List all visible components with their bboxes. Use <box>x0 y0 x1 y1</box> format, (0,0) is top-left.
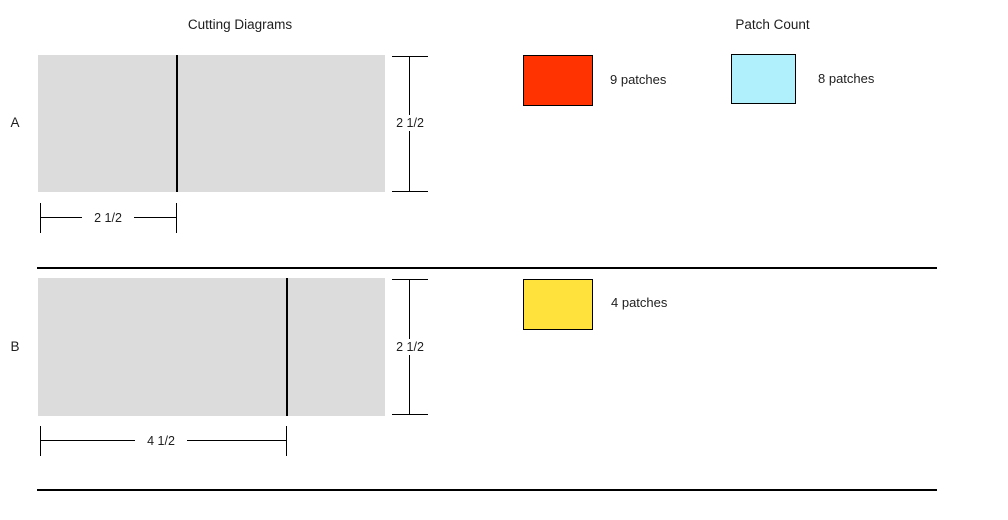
cutting-diagrams-title: Cutting Diagrams <box>187 17 293 32</box>
height-dimension-label-a: 2 1/2 <box>385 115 435 131</box>
height-dimension-label-b: 2 1/2 <box>385 339 435 355</box>
height-dimension-tick-top-b <box>392 279 428 280</box>
cut-line-a <box>176 55 178 192</box>
width-dimension-tick-right-b <box>286 426 287 456</box>
section-divider-top <box>37 267 937 269</box>
height-dimension-tick-bottom-a <box>392 191 428 192</box>
width-dimension-tick-right-a <box>176 203 177 233</box>
height-dimension-tick-top-a <box>392 56 428 57</box>
width-dimension-label-a: 2 1/2 <box>82 210 134 226</box>
diagram-b-label: B <box>10 339 20 354</box>
diagram-a-label: A <box>10 115 20 130</box>
width-dimension-label-b: 4 1/2 <box>135 433 187 449</box>
legend-label-yellow: 4 patches <box>611 295 668 310</box>
legend-swatch-blue <box>731 54 796 104</box>
fabric-strip-b <box>38 278 385 416</box>
legend-swatch-red <box>523 55 593 106</box>
fabric-strip-a <box>38 55 385 192</box>
cut-line-b <box>286 278 288 416</box>
legend-label-red: 9 patches <box>610 72 667 87</box>
width-dimension-tick-left-b <box>40 426 41 456</box>
legend-swatch-yellow <box>523 279 593 330</box>
patch-count-title: Patch Count <box>735 17 810 32</box>
height-dimension-tick-bottom-b <box>392 414 428 415</box>
section-divider-bottom <box>37 489 937 491</box>
width-dimension-tick-left-a <box>40 203 41 233</box>
legend-label-blue: 8 patches <box>818 71 875 86</box>
